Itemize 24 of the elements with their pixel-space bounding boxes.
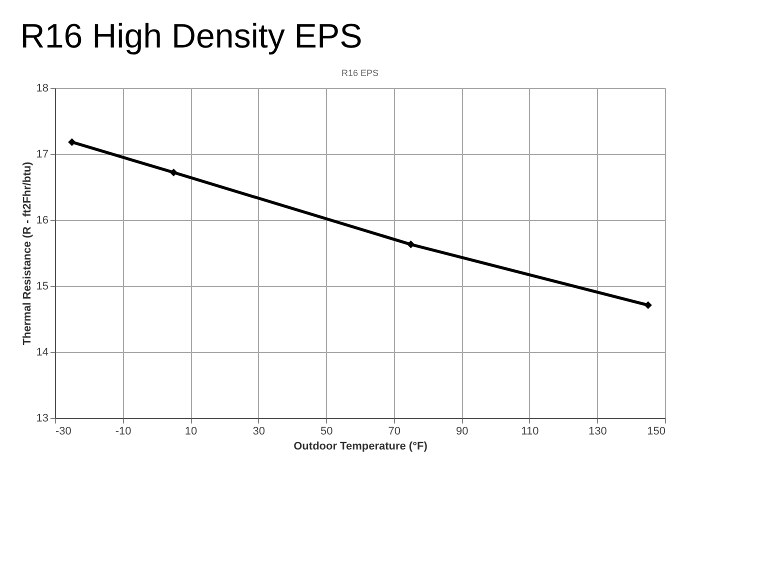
x-tick-label: -30	[56, 426, 72, 438]
x-tick-label: 130	[588, 426, 607, 438]
y-axis-title: Thermal Resistance (R - ft2Fhr/btu)	[21, 161, 34, 346]
x-tick-label: 150	[647, 426, 666, 438]
y-tick-label: 15	[36, 280, 48, 292]
x-tick-label: -10	[115, 426, 132, 438]
x-tick-label: 70	[388, 426, 401, 438]
chart-subtitle: R16 EPS	[341, 68, 379, 78]
point	[68, 138, 76, 146]
y-tick-label: 13	[36, 412, 48, 424]
chart-title: R16 High Density EPS	[20, 18, 362, 56]
x-axis-title: Outdoor Temperature (°F)	[294, 440, 428, 452]
point	[644, 301, 652, 310]
y-tick-label: 18	[36, 82, 48, 94]
x-tick-label: 50	[320, 426, 333, 438]
y-tick-label: 17	[36, 148, 48, 160]
x-tick-label: 30	[252, 426, 265, 438]
x-tick-label: 90	[456, 426, 468, 438]
point	[406, 240, 415, 248]
point	[170, 168, 178, 176]
y-tick-label: 16	[36, 214, 48, 226]
y-tick-label: 14	[36, 346, 48, 358]
x-tick-label: 10	[184, 426, 198, 438]
x-tick-label: 110	[521, 426, 539, 438]
